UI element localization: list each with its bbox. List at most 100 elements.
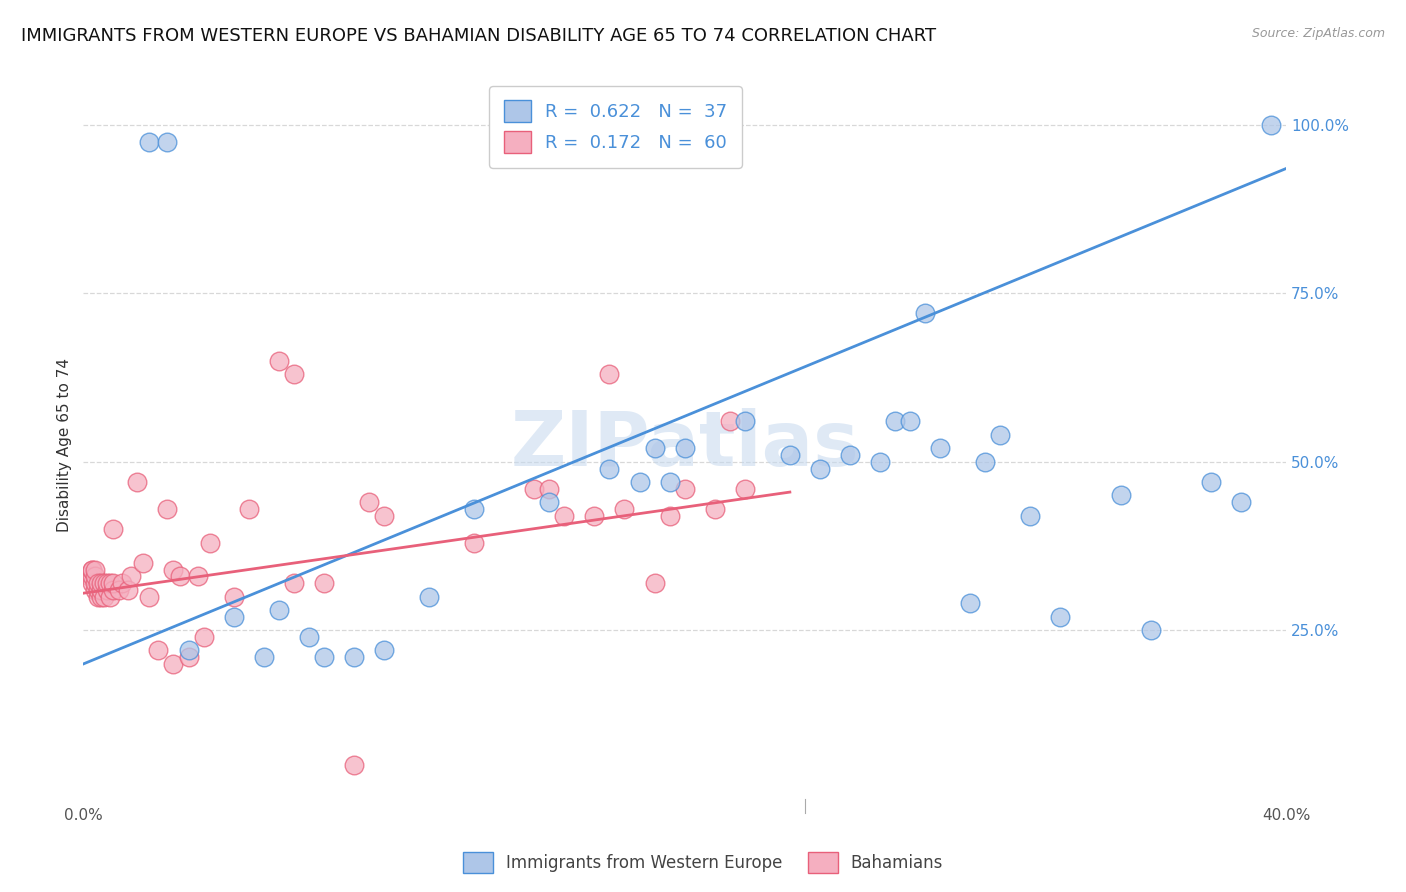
Point: [108, 582, 131, 597]
Point: [103, 576, 125, 591]
Point: [96, 576, 118, 591]
Point: [463, 502, 485, 516]
Point: [111, 576, 134, 591]
Point: [1199, 475, 1222, 489]
Point: [658, 508, 681, 523]
Point: [138, 590, 160, 604]
Point: [884, 414, 907, 428]
Point: [267, 353, 290, 368]
Point: [267, 603, 290, 617]
Point: [1109, 488, 1132, 502]
Point: [156, 502, 179, 516]
Point: [988, 427, 1011, 442]
Point: [808, 461, 831, 475]
Point: [523, 482, 546, 496]
Point: [974, 455, 997, 469]
Point: [734, 482, 756, 496]
Point: [613, 502, 636, 516]
Point: [1139, 624, 1161, 638]
Point: [312, 650, 335, 665]
Point: [84, 569, 107, 583]
Point: [914, 306, 936, 320]
Point: [373, 643, 395, 657]
Point: [98, 590, 121, 604]
Point: [598, 461, 620, 475]
Point: [779, 448, 801, 462]
Point: [343, 650, 366, 665]
Point: [703, 502, 725, 516]
Point: [1019, 508, 1042, 523]
Point: [673, 482, 696, 496]
Point: [148, 643, 170, 657]
Point: [93, 576, 115, 591]
Point: [177, 643, 200, 657]
Point: [658, 475, 681, 489]
Point: [90, 576, 112, 591]
Point: [82, 576, 104, 591]
Point: [82, 563, 104, 577]
Point: [87, 576, 110, 591]
Point: [169, 569, 191, 583]
Point: [84, 576, 107, 591]
Point: [120, 569, 142, 583]
Point: [138, 135, 160, 149]
Point: [132, 556, 155, 570]
Point: [373, 508, 395, 523]
Point: [198, 535, 221, 549]
Point: [538, 482, 561, 496]
Point: [839, 448, 862, 462]
Point: [463, 535, 485, 549]
Text: ZIPatlas: ZIPatlas: [510, 408, 859, 482]
Point: [96, 582, 118, 597]
Point: [283, 576, 305, 591]
Point: [644, 442, 666, 456]
Point: [103, 582, 125, 597]
Point: [898, 414, 921, 428]
Point: [187, 569, 209, 583]
Point: [734, 414, 756, 428]
Point: [90, 582, 112, 597]
Point: [538, 495, 561, 509]
Legend: Immigrants from Western Europe, Bahamians: Immigrants from Western Europe, Bahamian…: [456, 846, 950, 880]
Point: [644, 576, 666, 591]
Point: [177, 650, 200, 665]
Point: [79, 569, 101, 583]
Legend: R =  0.622   N =  37, R =  0.172   N =  60: R = 0.622 N = 37, R = 0.172 N = 60: [489, 86, 742, 168]
Point: [84, 582, 107, 597]
Point: [84, 563, 107, 577]
Point: [156, 135, 179, 149]
Point: [117, 582, 139, 597]
Point: [162, 563, 184, 577]
Point: [87, 582, 110, 597]
Point: [959, 596, 981, 610]
Point: [93, 590, 115, 604]
Point: [418, 590, 440, 604]
Point: [238, 502, 260, 516]
Point: [583, 508, 606, 523]
Point: [598, 367, 620, 381]
Point: [628, 475, 651, 489]
Point: [1049, 609, 1071, 624]
Point: [673, 442, 696, 456]
Point: [312, 576, 335, 591]
Point: [283, 367, 305, 381]
Point: [87, 590, 110, 604]
Text: IMMIGRANTS FROM WESTERN EUROPE VS BAHAMIAN DISABILITY AGE 65 TO 74 CORRELATION C: IMMIGRANTS FROM WESTERN EUROPE VS BAHAMI…: [21, 27, 936, 45]
Point: [90, 590, 112, 604]
Y-axis label: Disability Age 65 to 74: Disability Age 65 to 74: [58, 358, 72, 532]
Point: [127, 475, 149, 489]
Point: [1230, 495, 1253, 509]
Text: Source: ZipAtlas.com: Source: ZipAtlas.com: [1251, 27, 1385, 40]
Point: [298, 630, 321, 644]
Point: [253, 650, 276, 665]
Point: [222, 590, 245, 604]
Point: [357, 495, 380, 509]
Point: [98, 576, 121, 591]
Point: [869, 455, 891, 469]
Point: [718, 414, 741, 428]
Point: [222, 609, 245, 624]
Point: [82, 563, 104, 577]
Point: [553, 508, 575, 523]
Point: [103, 522, 125, 536]
Point: [343, 758, 366, 772]
